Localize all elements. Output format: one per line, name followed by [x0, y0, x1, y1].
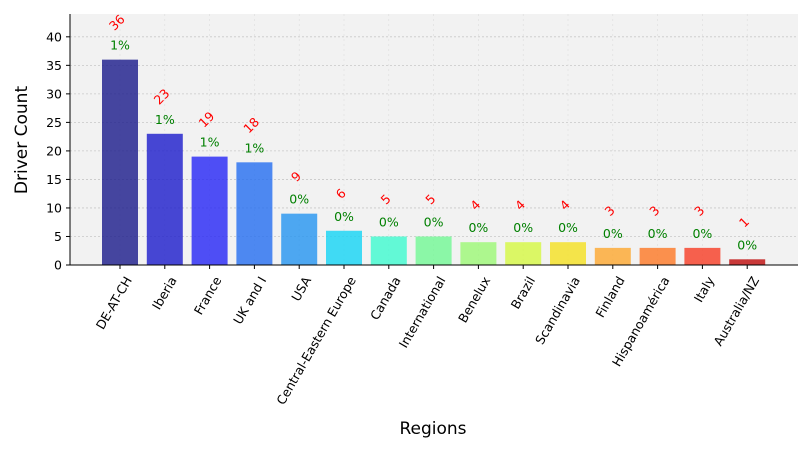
x-tick-label: USA	[288, 273, 314, 303]
bar	[191, 156, 228, 265]
bar-percent-label: 0%	[737, 237, 757, 252]
bar-percent-label: 0%	[334, 209, 354, 224]
bar-percent-label: 0%	[648, 226, 668, 241]
bar	[326, 230, 362, 265]
y-tick-label: 15	[46, 172, 62, 187]
y-tick-label: 10	[46, 200, 62, 215]
x-tick-label: International	[396, 274, 449, 351]
bar	[639, 247, 676, 265]
bar-percent-label: 1%	[110, 38, 130, 53]
x-tick-label: Brazil	[508, 274, 538, 312]
bar	[684, 247, 721, 265]
bar-percent-label: 0%	[379, 214, 399, 229]
bar-percent-label: 0%	[468, 220, 488, 235]
bars-layer	[102, 59, 766, 265]
bar-labels-layer: 1%361%231%191%180%90%60%50%50%40%40%40%3…	[106, 11, 757, 252]
x-tick-label: DE-AT-CH	[93, 274, 135, 332]
bar	[146, 133, 183, 265]
x-tick-label: Canada	[367, 274, 404, 323]
plot-background	[70, 14, 798, 265]
bar-percent-label: 1%	[244, 140, 264, 155]
bar-percent-label: 0%	[603, 226, 623, 241]
x-tick-label: Italy	[691, 273, 718, 305]
y-tick-label: 30	[46, 86, 62, 101]
bar	[236, 162, 273, 265]
bar	[505, 242, 542, 265]
bar	[594, 247, 631, 265]
y-tick-label: 25	[46, 115, 62, 130]
bar	[460, 242, 497, 265]
x-tick-label: Scandinavia	[532, 274, 583, 347]
x-tick-label: Benelux	[455, 274, 493, 325]
bar	[281, 213, 318, 265]
y-tick-label: 40	[46, 29, 62, 44]
y-tick-label: 20	[46, 143, 62, 158]
y-tick-label: 0	[54, 258, 62, 273]
bar-percent-label: 1%	[200, 135, 220, 150]
y-tick-label: 35	[46, 58, 62, 73]
bar-percent-label: 1%	[155, 112, 175, 127]
bar	[550, 242, 586, 265]
bar-percent-label: 0%	[692, 226, 712, 241]
y-tick-label: 5	[54, 229, 62, 244]
x-axis-label: Regions	[399, 419, 466, 439]
bar-percent-label: 0%	[513, 220, 533, 235]
bar	[102, 59, 138, 265]
x-tick-label: Central-Eastern Europe	[273, 274, 359, 408]
x-tick-label: France	[191, 274, 225, 318]
bar-percent-label: 0%	[289, 192, 309, 207]
bar	[370, 236, 407, 265]
x-tick-label: Australia/NZ	[710, 274, 762, 349]
x-tick-label: Finland	[592, 274, 627, 320]
x-tick-label: Iberia	[149, 274, 180, 312]
bar-percent-label: 0%	[424, 214, 444, 229]
x-tick-label: UK and I	[230, 274, 269, 327]
bar	[415, 236, 452, 265]
y-axis-label: Driver Count	[12, 86, 32, 195]
bar	[729, 259, 766, 265]
bar-percent-label: 0%	[558, 220, 578, 235]
